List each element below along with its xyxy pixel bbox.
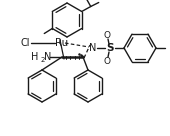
Text: Ru: Ru bbox=[55, 38, 68, 48]
Text: 2: 2 bbox=[40, 56, 45, 63]
Text: Cl: Cl bbox=[21, 38, 30, 48]
Text: O: O bbox=[104, 30, 110, 39]
Text: N: N bbox=[89, 43, 97, 53]
Text: S: S bbox=[106, 43, 114, 53]
Text: H: H bbox=[31, 52, 38, 62]
Text: O: O bbox=[104, 56, 110, 66]
Text: N: N bbox=[44, 52, 51, 62]
